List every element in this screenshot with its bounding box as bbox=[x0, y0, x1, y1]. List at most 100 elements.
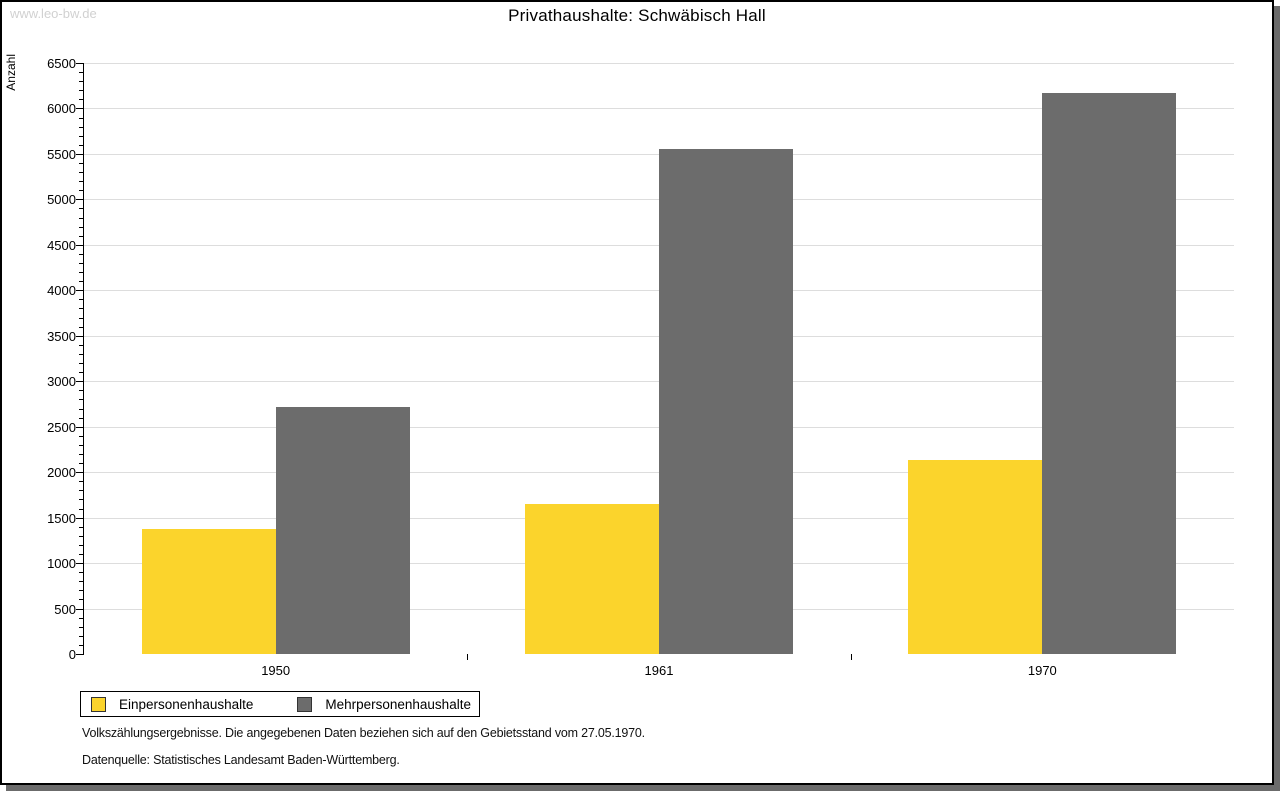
y-minor-tick bbox=[79, 326, 84, 328]
grid-line bbox=[84, 108, 1234, 110]
y-minor-tick bbox=[79, 263, 84, 265]
y-minor-tick bbox=[79, 599, 84, 601]
y-minor-tick bbox=[79, 408, 84, 410]
y-minor-tick bbox=[79, 344, 84, 346]
y-tick-label: 3000 bbox=[47, 374, 76, 390]
y-minor-tick bbox=[79, 272, 84, 274]
chart-title: Privathaushalte: Schwäbisch Hall bbox=[508, 6, 766, 25]
y-major-tick bbox=[76, 426, 84, 428]
bar-einpersonenhaushalte-1961 bbox=[525, 503, 659, 654]
category-label: 1961 bbox=[644, 663, 674, 678]
y-tick-label: 5000 bbox=[47, 192, 76, 208]
y-major-tick bbox=[76, 108, 84, 110]
bar-einpersonenhaushalte-1950 bbox=[141, 528, 276, 654]
y-minor-tick bbox=[79, 226, 84, 228]
y-minor-tick bbox=[79, 363, 84, 365]
bar-mehrpersonenhaushalte-1970 bbox=[1042, 93, 1177, 654]
y-minor-tick bbox=[79, 644, 84, 646]
y-minor-tick bbox=[79, 126, 84, 128]
y-minor-tick bbox=[79, 435, 84, 437]
footnote: Volkszählungsergebnisse. Die angegebenen… bbox=[82, 726, 645, 740]
legend-item: Einpersonenhaushalte bbox=[91, 696, 254, 712]
category-label: 1950 bbox=[261, 663, 291, 678]
y-tick-label: 0 bbox=[68, 647, 76, 662]
y-minor-tick bbox=[79, 499, 84, 501]
y-tick-label: 5500 bbox=[47, 146, 76, 162]
y-tick-label: 1000 bbox=[47, 556, 76, 572]
y-minor-tick bbox=[79, 463, 84, 465]
y-tick-label: 3500 bbox=[47, 328, 76, 344]
category-label: 1970 bbox=[1027, 663, 1057, 678]
y-minor-tick bbox=[79, 481, 84, 483]
y-major-tick bbox=[76, 381, 84, 383]
x-boundary-tick bbox=[467, 654, 469, 660]
y-axis-label: Anzahl bbox=[4, 54, 18, 91]
bar-mehrpersonenhaushalte-1961 bbox=[659, 149, 793, 654]
y-major-tick bbox=[76, 472, 84, 474]
y-minor-tick bbox=[79, 117, 84, 119]
y-minor-tick bbox=[79, 553, 84, 555]
y-minor-tick bbox=[79, 399, 84, 401]
legend-swatch-icon bbox=[297, 696, 313, 712]
y-tick-label: 6000 bbox=[47, 101, 76, 117]
y-minor-tick bbox=[79, 453, 84, 455]
y-minor-tick bbox=[79, 163, 84, 164]
y-minor-tick bbox=[79, 299, 84, 301]
y-minor-tick bbox=[79, 253, 84, 255]
legend-swatch-icon bbox=[91, 696, 106, 712]
y-minor-tick bbox=[79, 490, 84, 492]
y-minor-tick bbox=[79, 635, 84, 637]
y-minor-tick bbox=[79, 308, 84, 310]
y-tick-label: 4000 bbox=[47, 283, 76, 299]
y-minor-tick bbox=[79, 217, 84, 219]
y-minor-tick bbox=[79, 581, 84, 583]
bar-mehrpersonenhaushalte-1950 bbox=[275, 406, 410, 654]
footnotes: Volkszählungsergebnisse. Die angegebenen… bbox=[82, 726, 645, 780]
legend-label: Einpersonenhaushalte bbox=[119, 696, 254, 712]
y-tick-label: 2500 bbox=[47, 419, 76, 435]
x-boundary-tick bbox=[850, 654, 852, 660]
legend: Einpersonenhaushalte Mehrpersonenhaushalt… bbox=[80, 691, 480, 717]
watermark: www.leo-bw.de bbox=[10, 6, 97, 21]
y-tick-label: 6500 bbox=[47, 56, 76, 71]
y-minor-tick bbox=[79, 526, 84, 528]
y-minor-tick bbox=[79, 617, 84, 619]
y-major-tick bbox=[76, 654, 84, 655]
y-minor-tick bbox=[79, 181, 84, 183]
y-major-tick bbox=[76, 608, 84, 610]
y-minor-tick bbox=[79, 281, 84, 283]
y-minor-tick bbox=[79, 317, 84, 319]
y-minor-tick bbox=[79, 99, 84, 101]
y-tick-label: 4500 bbox=[47, 237, 76, 253]
y-major-tick bbox=[76, 153, 84, 155]
y-major-tick bbox=[76, 335, 84, 337]
y-major-tick bbox=[76, 290, 84, 292]
y-minor-tick bbox=[79, 235, 84, 237]
y-major-tick bbox=[76, 517, 84, 519]
y-minor-tick bbox=[79, 90, 84, 92]
y-minor-tick bbox=[79, 372, 84, 374]
y-minor-tick bbox=[79, 208, 84, 210]
footnote: Datenquelle: Statistisches Landesamt Bad… bbox=[82, 753, 400, 767]
y-minor-tick bbox=[79, 590, 84, 592]
y-minor-tick bbox=[79, 508, 84, 510]
y-minor-tick bbox=[79, 535, 84, 537]
y-minor-tick bbox=[79, 353, 84, 355]
y-minor-tick bbox=[79, 544, 84, 546]
y-minor-tick bbox=[79, 190, 84, 192]
legend-item: Mehrpersonenhaushalte bbox=[297, 696, 471, 712]
y-major-tick bbox=[76, 244, 84, 246]
y-minor-tick bbox=[79, 444, 84, 446]
y-minor-tick bbox=[79, 72, 84, 74]
y-minor-tick bbox=[79, 172, 84, 174]
y-minor-tick bbox=[79, 81, 84, 83]
legend-label: Mehrpersonenhaushalte bbox=[325, 696, 471, 712]
bar-einpersonenhaushalte-1970 bbox=[908, 459, 1043, 654]
y-minor-tick bbox=[79, 572, 84, 574]
y-minor-tick bbox=[79, 135, 84, 137]
grid-line bbox=[84, 63, 1234, 64]
y-tick-label: 2000 bbox=[47, 465, 76, 481]
y-tick-label: 1500 bbox=[47, 510, 76, 526]
y-major-tick bbox=[76, 199, 84, 201]
